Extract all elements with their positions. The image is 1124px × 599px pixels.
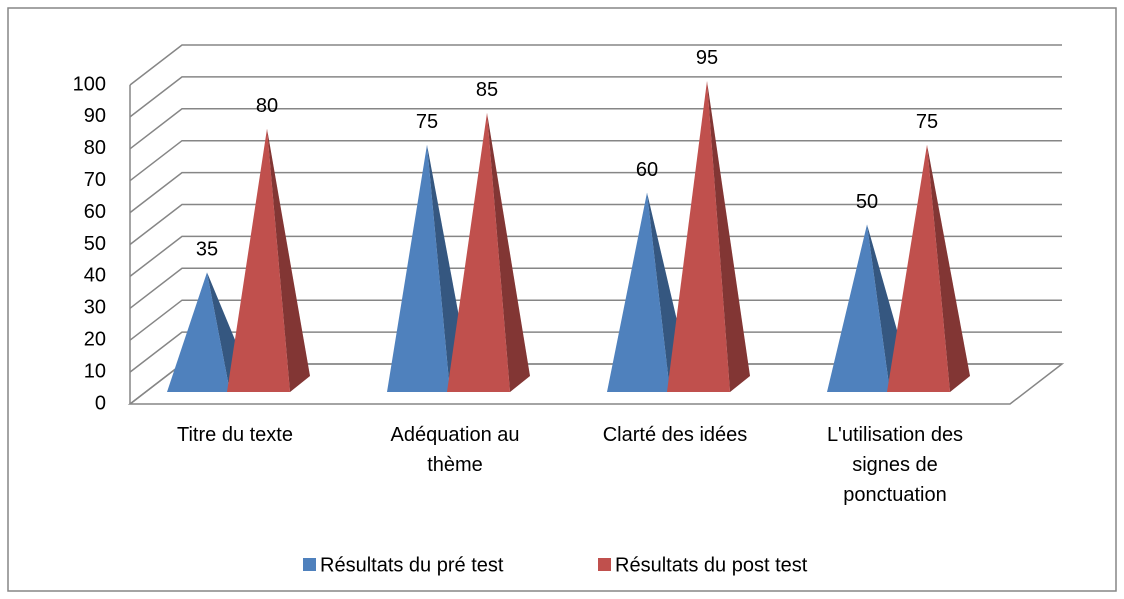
y-tick-label: 50 [84,233,106,255]
grid-line [129,299,1062,341]
x-tick-label: L'utilisation des signes de ponctuation [826,424,964,506]
pyramid-side [487,112,530,392]
grid-line [129,171,1062,214]
pyramid-side [927,144,970,392]
value-label: 50 [856,191,878,213]
grid-line [129,235,1062,277]
pyramid-shade [487,112,530,392]
pyramid-shade [927,144,970,392]
value-label: 60 [636,159,658,181]
grid-line [129,139,1062,182]
value-label: 75 [916,111,938,133]
pyramid-shade [707,80,750,392]
y-tick-label: 30 [84,297,106,319]
value-label: 80 [256,95,278,117]
grid-line [129,267,1062,309]
y-tick-label: 0 [95,392,106,414]
pyramid-front [667,80,730,392]
pyramid-front [227,128,290,393]
pyramid-front [887,144,950,392]
x-tick-label-box: Titre du texte [177,424,293,446]
legend-label: Résultats du pré test [320,554,504,576]
y-tick-label: 60 [84,201,106,223]
pyramid-front [447,112,510,392]
y-tick-label: 100 [73,73,106,95]
pyramid-front [387,144,450,392]
y-tick-label: 20 [84,328,106,350]
x-tick-label-box: L'utilisation des signes de ponctuation [826,424,964,506]
y-tick-label: 90 [84,105,106,127]
value-label: 85 [476,79,498,101]
value-label: 75 [416,111,438,133]
y-tick-label: 10 [84,360,106,382]
x-tick-label-box: Adéquation au thème [390,424,520,476]
x-tick-label: Titre du texte [177,424,293,446]
legend-swatch [598,558,611,571]
y-tick-label: 70 [84,169,106,191]
value-label: 95 [696,47,718,69]
pyramid-front [827,224,890,392]
pyramid-front [607,192,670,392]
pyramid-front [167,272,230,392]
value-label: 35 [196,239,218,261]
legend-swatch [303,558,316,571]
grid-line [129,44,1062,86]
x-tick-label: Adéquation au thème [390,424,520,476]
y-tick-label: 80 [84,137,106,159]
y-tick-label: 40 [84,265,106,287]
grid-line [129,108,1062,150]
legend-label: Résultats du post test [615,554,808,576]
grid-line [129,331,1062,373]
pyramid-side [267,128,310,393]
pyramid-shade [267,128,310,393]
x-tick-label: Clarté des idées [602,424,748,446]
x-tick-label-box: Clarté des idées [602,424,748,446]
grid-line [129,76,1062,118]
grid-line [129,203,1062,246]
pyramid-side [707,80,750,392]
